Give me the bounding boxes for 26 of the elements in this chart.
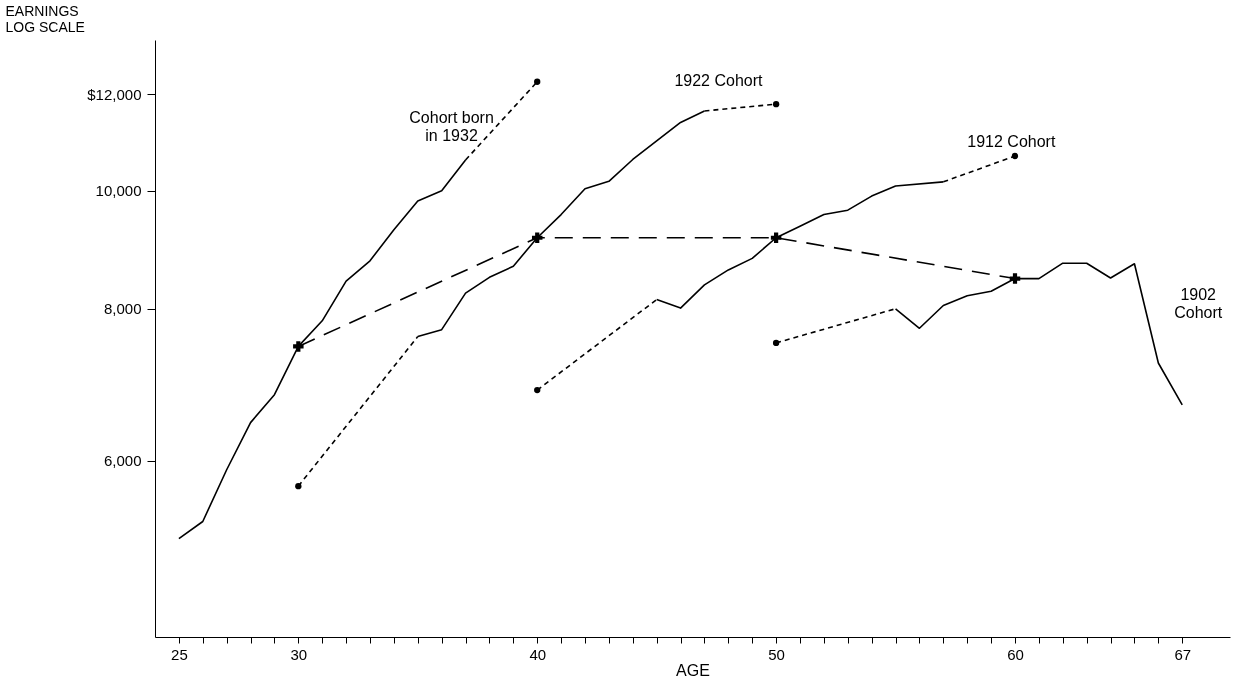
y-tick-label: $12,000 [87, 85, 142, 103]
point [772, 339, 780, 347]
text: Cohort born in 1932 [409, 108, 494, 144]
point [534, 386, 541, 394]
point [1011, 152, 1019, 160]
text: 1912 Cohort [967, 132, 1056, 150]
y-tick-label: 6,000 [103, 452, 142, 470]
x-tick-label: 60 [1007, 645, 1024, 663]
series-label: 1902 Cohort [1174, 285, 1223, 321]
y-tick-label: 8,000 [103, 300, 142, 318]
text: 1922 Cohort [674, 71, 764, 89]
x-tick-label: 50 [768, 645, 785, 663]
x-tick-label: 40 [529, 645, 547, 663]
point [1009, 273, 1021, 284]
point [295, 482, 302, 490]
x-tick-label: 30 [290, 645, 308, 663]
x-axis-title: AGE [676, 661, 710, 679]
point [770, 232, 782, 243]
x-tick-label: 67 [1174, 645, 1192, 663]
y-tick-label: 10,000 [95, 182, 142, 200]
point [293, 341, 304, 352]
y-axis-title: EARNINGS LOG SCALE [5, 2, 85, 35]
point [531, 232, 543, 243]
point [772, 101, 780, 108]
point [534, 78, 541, 85]
x-tick-label: 25 [171, 645, 188, 663]
